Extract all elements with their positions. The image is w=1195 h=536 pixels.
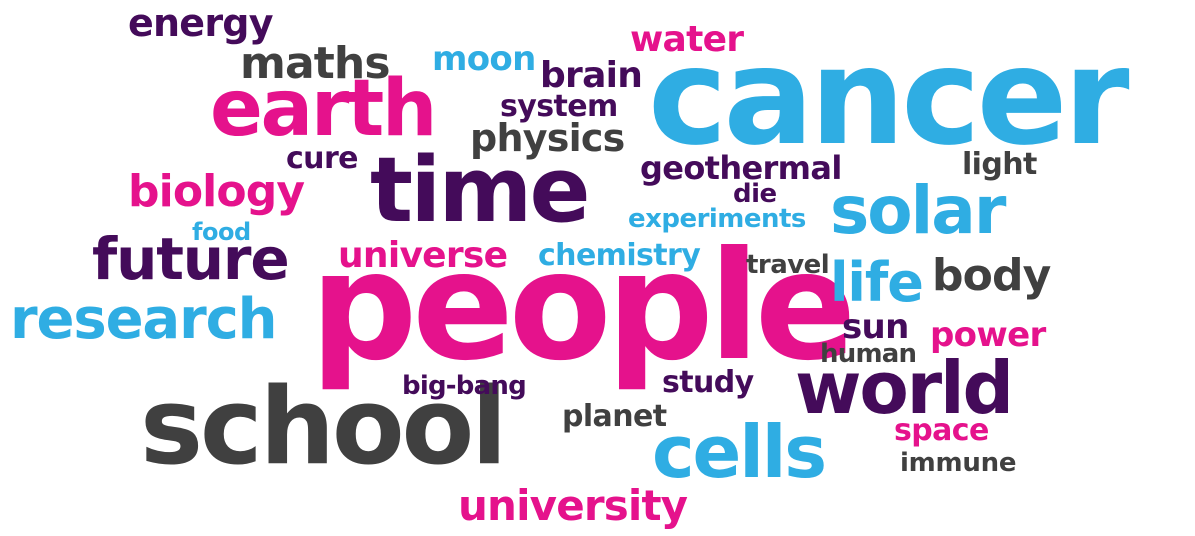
word-solar: solar [830, 172, 1006, 249]
word-big-bang: big-bang [402, 371, 527, 401]
word-cancer: cancer [648, 19, 1130, 175]
word-physics: physics [470, 116, 625, 160]
word-time: time [370, 138, 591, 243]
word-research: research [10, 287, 278, 352]
word-food: food [192, 218, 251, 246]
word-moon: moon [432, 39, 536, 79]
word-world: world [795, 346, 1014, 430]
word-system: system [500, 89, 618, 124]
word-energy: energy [128, 1, 274, 45]
word-chemistry: chemistry [538, 238, 701, 273]
word-future: future [92, 225, 290, 293]
word-university: university [458, 481, 688, 530]
word-immune: immune [900, 448, 1017, 478]
word-universe: universe [338, 235, 508, 276]
word-sun: sun [842, 307, 909, 347]
word-life: life [830, 251, 924, 314]
word-space: space [894, 413, 989, 448]
word-study: study [662, 365, 754, 400]
word-geothermal: geothermal [640, 149, 842, 187]
word-people: people [310, 220, 856, 394]
word-light: light [962, 147, 1037, 182]
word-earth: earth [210, 64, 437, 154]
word-body: body [932, 250, 1051, 301]
word-planet: planet [562, 399, 667, 434]
word-water: water [630, 19, 744, 60]
word-cells: cells [652, 410, 827, 494]
word-power: power [930, 315, 1046, 355]
word-human: human [820, 339, 917, 369]
word-school: school [140, 365, 507, 488]
word-cure: cure [286, 141, 358, 176]
word-die: die [733, 179, 777, 209]
word-brain: brain [540, 55, 643, 96]
word-experiments: experiments [628, 204, 806, 234]
word-maths: maths [240, 38, 391, 89]
word-biology: biology [128, 166, 305, 217]
word-travel: travel [746, 250, 830, 280]
